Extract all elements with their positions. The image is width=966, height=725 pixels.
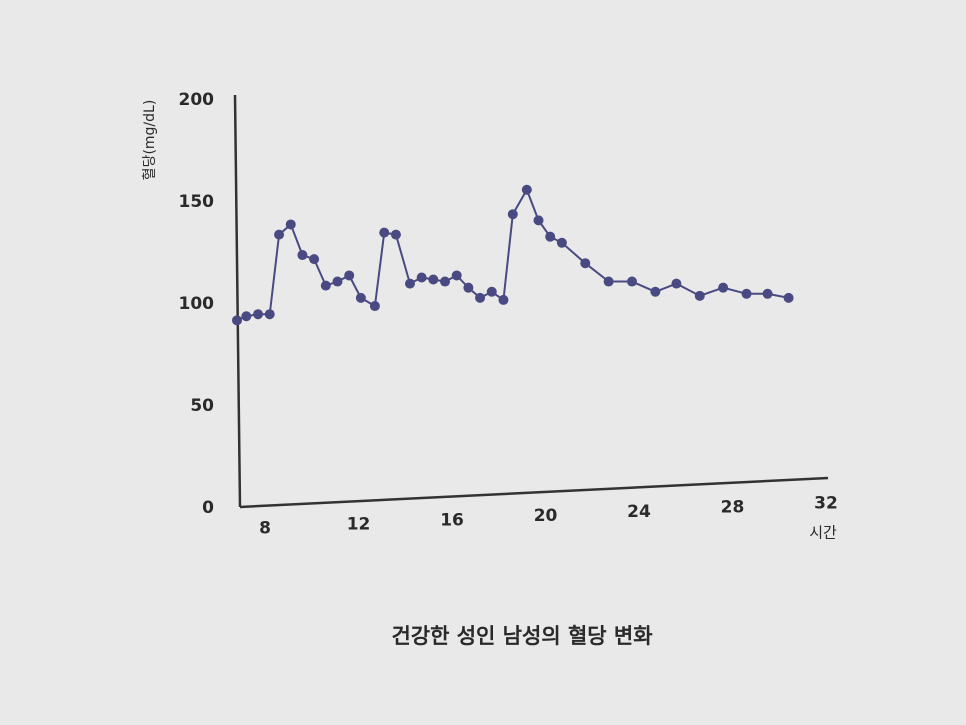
x-tick-label: 32	[814, 493, 838, 513]
data-point	[416, 272, 427, 283]
data-point	[463, 282, 474, 293]
x-tick-label: 8	[259, 519, 271, 539]
data-point	[533, 215, 544, 226]
data-point	[355, 292, 366, 303]
chart-title: 건강한 성인 남성의 혈당 변화	[391, 624, 653, 648]
data-point	[390, 229, 401, 240]
y-tick-label: 50	[190, 396, 214, 416]
data-point	[498, 294, 509, 305]
data-point	[507, 209, 518, 220]
data-point	[580, 258, 591, 269]
x-tick-label: 28	[721, 498, 745, 518]
data-point	[451, 270, 462, 281]
data-point	[545, 231, 556, 242]
y-tick-label: 0	[202, 498, 214, 518]
y-axis	[233, 94, 242, 508]
data-point	[274, 229, 285, 240]
x-axis-label: 시간	[809, 524, 837, 542]
data-point	[404, 278, 415, 289]
data-point	[603, 276, 614, 287]
data-point	[320, 280, 331, 291]
data-point	[428, 274, 439, 285]
data-point	[718, 282, 729, 293]
x-axis	[239, 476, 829, 509]
x-tick-label: 12	[347, 515, 371, 535]
data-point	[332, 276, 343, 287]
data-point	[486, 286, 497, 297]
data-point	[627, 276, 638, 287]
data-point	[253, 309, 264, 320]
data-point	[241, 311, 252, 322]
data-point	[285, 219, 296, 230]
data-point	[344, 270, 355, 281]
data-point	[694, 290, 705, 301]
data-point	[556, 237, 567, 248]
data-point	[309, 254, 320, 265]
x-tick-label: 20	[534, 506, 558, 526]
data-point	[741, 288, 752, 299]
data-point	[783, 292, 794, 303]
data-point	[440, 276, 451, 287]
data-point	[379, 227, 390, 238]
y-tick-label: 100	[179, 294, 215, 314]
data-point	[671, 278, 682, 289]
y-axis-label: 혈당(mg/dL)	[142, 100, 158, 181]
data-point	[297, 250, 308, 261]
data-point	[650, 286, 661, 297]
data-point	[521, 184, 532, 195]
y-tick-label: 150	[179, 192, 215, 212]
y-tick-label: 200	[179, 90, 215, 110]
data-point	[762, 288, 773, 299]
x-tick-label: 24	[627, 502, 651, 522]
data-point	[232, 315, 242, 326]
x-tick-label: 16	[440, 510, 464, 530]
data-point	[475, 292, 486, 303]
data-point	[264, 309, 275, 320]
data-point	[369, 301, 380, 312]
